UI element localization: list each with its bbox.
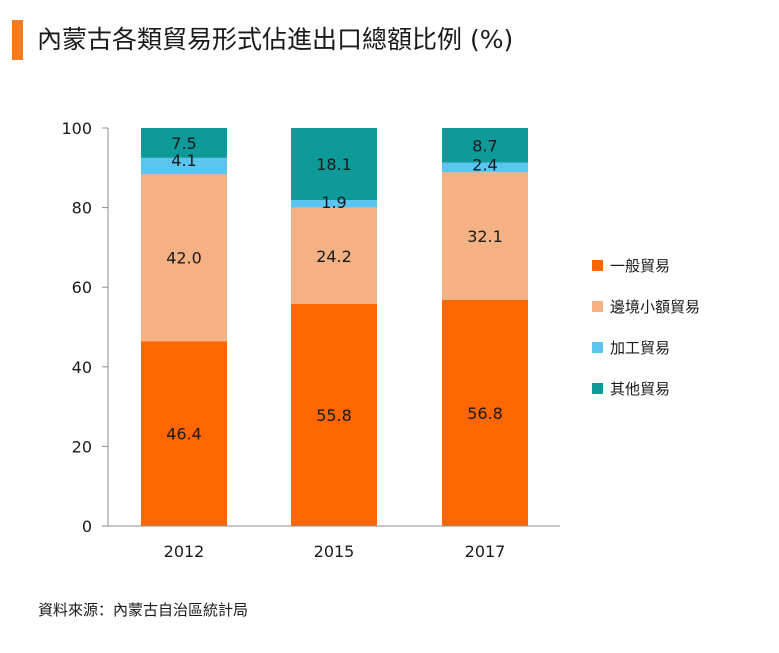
bar-segment [141,341,227,526]
y-tick-label: 40 [72,358,92,377]
bar-segment [291,200,377,208]
bar-segment [291,128,377,201]
bars [141,128,528,526]
legend-label: 加工貿易 [610,339,670,357]
legend-swatch [592,383,603,394]
y-tick-label: 20 [72,437,92,456]
data-label: 42.0 [166,249,202,268]
x-tick-label: 2017 [465,542,506,561]
y-tick-label: 100 [61,119,92,138]
legend-swatch [592,342,603,353]
source-note: 資料來源：內蒙古自治區統計局 [38,601,249,619]
title-accent-bar [12,20,23,60]
legend-label: 其他貿易 [610,380,670,398]
bar-segment [291,303,377,526]
data-label: 46.4 [166,425,202,444]
data-label: 2.4 [472,156,497,175]
data-label: 56.8 [467,404,503,423]
bar-segment [442,299,528,526]
bar-segment [442,172,528,300]
legend-swatch [592,260,603,271]
legend-label: 邊境小額貿易 [610,298,700,316]
data-label: 18.1 [316,155,352,174]
bar-segment [141,157,227,175]
bar-segment [141,174,227,342]
y-tick-label: 0 [82,517,92,536]
bar-segment [442,162,528,173]
x-tick-label: 2012 [164,542,205,561]
y-tick-label: 60 [72,278,92,297]
data-label: 7.5 [171,134,196,153]
x-axis: 2012 2015 2017 [108,525,560,561]
x-tick-label: 2015 [314,542,355,561]
bar-segment [442,128,528,163]
data-label: 4.1 [171,151,196,170]
y-axis: 0 20 40 60 80 100 [61,119,109,536]
bar-segment [141,128,227,158]
legend-label: 一般貿易 [610,257,670,275]
bar-segment [291,207,377,304]
data-label: 1.9 [321,193,346,212]
data-labels: 46.4 42.0 4.17.5 55.8 24.2 1.9 18.1 56.8 32.1 2.4… [166,134,503,444]
legend-swatch [592,301,603,312]
data-label: 55.8 [316,406,352,425]
y-tick-label: 80 [72,199,92,218]
data-label: 24.2 [316,247,352,266]
chart-title: 內蒙古各類貿易形式佔進出口總額比例 (%) [37,25,514,54]
data-label: 32.1 [467,227,503,246]
data-label: 8.7 [472,136,497,155]
